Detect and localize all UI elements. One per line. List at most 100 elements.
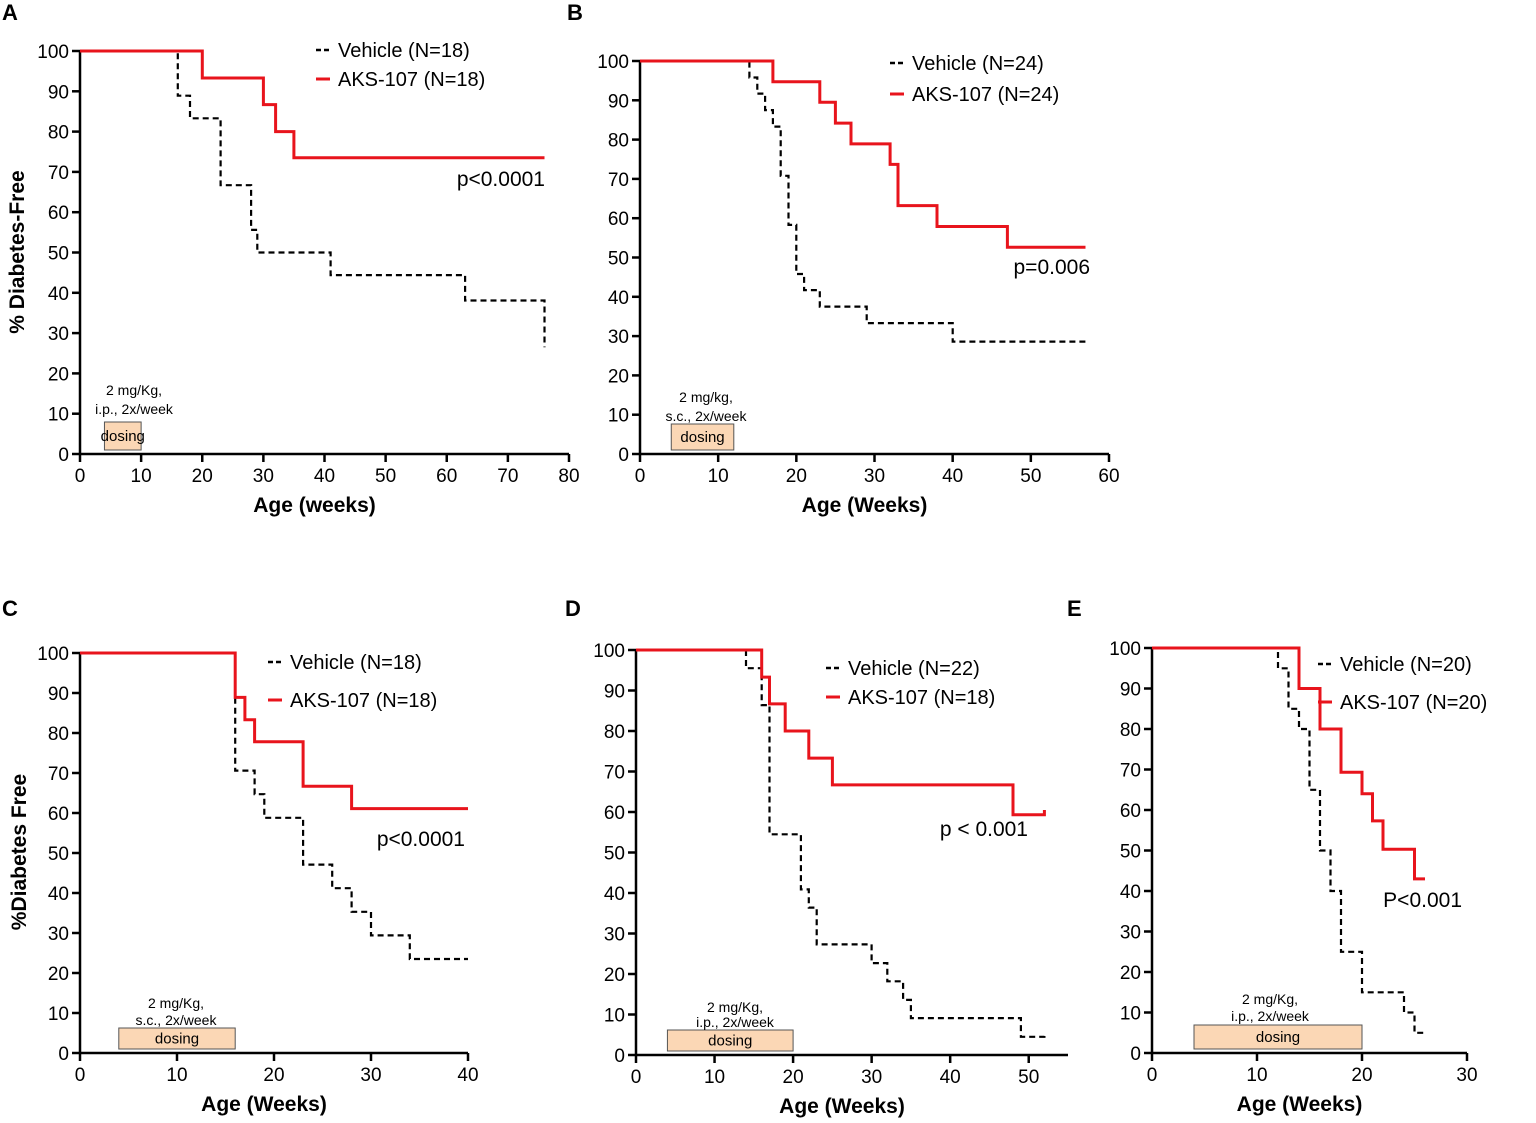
y-tick-label: 90 [48,684,69,705]
x-tick-label: 30 [253,466,274,487]
x-tick-label: 30 [1456,1065,1477,1086]
y-tick-label: 70 [48,163,69,184]
x-axis-label: Age (Weeks) [779,1095,905,1118]
dosing-note-line: 2 mg/Kg, [1242,991,1298,1007]
panel-a: A 0 10 20 30 40 50 60 70 80 0 10 20 30 40 50 60 70 80 90 100… [2,0,580,517]
y-tick-label: 100 [37,42,69,63]
y-tick-label: 60 [608,209,629,230]
y-tick-label: 60 [48,203,69,224]
y-tick-label: 10 [608,406,629,427]
p-value: p<0.0001 [457,168,545,191]
y-tick-label: 30 [48,924,69,945]
y-tick-label: 100 [597,52,629,73]
legend-label: AKS-107 (N=20) [1340,692,1487,714]
dosing-note-line: i.p., 2x/week [696,1014,775,1030]
y-tick-label: 50 [48,844,69,865]
y-tick-label: 40 [608,288,629,309]
x-tick-label: 0 [75,466,86,487]
p-value: p=0.006 [1014,256,1091,279]
x-axis-label: Age (weeks) [253,494,376,517]
y-tick-label: 40 [1120,882,1141,903]
y-tick-label: 10 [48,1004,69,1025]
y-tick-label: 20 [608,366,629,387]
y-axis-label: %Diabetes Free [8,774,31,930]
x-tick-label: 0 [75,1065,86,1086]
legend-label: Vehicle (N=20) [1340,654,1472,676]
y-tick-label: 0 [58,1044,69,1065]
y-tick-label: 70 [1120,761,1141,782]
series-line-vehicle [80,49,546,348]
x-tick-label: 30 [360,1065,381,1086]
dosing-box [670,423,735,451]
x-tick-label: 40 [314,466,335,487]
x-tick-label: 30 [861,1067,882,1088]
series-line-vehicle [1152,646,1425,1034]
y-tick-label: 90 [604,682,625,703]
series-line-vehicle [640,59,1086,343]
dosing-box [103,421,142,451]
y-tick-label: 0 [614,1046,625,1067]
y-tick-label: 40 [48,884,69,905]
x-tick-label: 20 [786,466,807,487]
x-axis-label: Age (Weeks) [201,1093,327,1116]
y-tick-label: 50 [48,244,69,265]
x-tick-label: 50 [1018,1067,1039,1088]
legend-label: AKS-107 (N=24) [912,84,1059,106]
panel-letter: E [1067,596,1082,621]
panel-letter: B [567,0,583,25]
series-line-aks-107 [636,648,1046,817]
y-tick-label: 100 [37,644,69,665]
y-tick-label: 0 [1130,1044,1141,1065]
y-tick-label: 80 [48,123,69,144]
dosing-box [666,1029,794,1052]
y-tick-label: 50 [604,844,625,865]
x-tick-label: 40 [940,1067,961,1088]
y-tick-label: 80 [48,724,69,745]
x-tick-label: 20 [263,1065,284,1086]
series-line-vehicle [636,648,1046,1038]
y-tick-label: 30 [608,327,629,348]
x-tick-label: 0 [631,1067,642,1088]
x-tick-label: 20 [192,466,213,487]
y-tick-label: 0 [618,445,629,466]
y-tick-label: 0 [58,445,69,466]
series-line-aks-107 [640,59,1086,249]
y-tick-label: 90 [608,91,629,112]
dosing-label: dosing [101,428,145,445]
dosing-note-line: 2 mg/Kg, [148,995,204,1011]
panel-letter: A [2,0,18,25]
x-tick-label: 40 [457,1065,478,1086]
x-tick-label: 40 [942,466,963,487]
x-axis-label: Age (Weeks) [802,494,928,517]
x-tick-label: 70 [497,466,518,487]
dosing-note-line: i.p., 2x/week [1231,1008,1310,1024]
y-tick-label: 10 [1120,1004,1141,1025]
y-axis-label: % Diabetes-Free [6,170,29,333]
y-tick-label: 30 [48,324,69,345]
legend-label: Vehicle (N=18) [290,652,422,674]
legend-label: AKS-107 (N=18) [848,687,995,709]
x-tick-label: 10 [166,1065,187,1086]
panel-e: E 0 10 20 30 0 10 20 30 40 50 60 70 80 90 100 Age (Weeks… [1067,596,1487,1116]
series-line-aks-107 [80,651,468,811]
dosing-label: dosing [155,1031,199,1048]
dosing-note-line: 2 mg/Kg, [707,999,763,1015]
panel-letter: D [565,596,581,621]
x-tick-label: 60 [1098,466,1119,487]
y-tick-label: 90 [48,82,69,103]
y-tick-label: 70 [48,764,69,785]
legend-label: Vehicle (N=24) [912,53,1044,75]
y-tick-label: 30 [1120,923,1141,944]
panel-letter: C [2,596,18,621]
y-tick-label: 90 [1120,680,1141,701]
dosing-note-line: 2 mg/kg, [679,389,733,405]
y-tick-label: 60 [1120,801,1141,822]
series-line-aks-107 [80,49,545,160]
x-tick-label: 80 [558,466,579,487]
y-tick-label: 70 [604,763,625,784]
panel-c: C 0 10 20 30 40 0 10 20 30 40 50 60 70 80 90 100 Age (Wee… [2,596,479,1116]
y-tick-label: 60 [604,803,625,824]
x-tick-label: 10 [704,1067,725,1088]
x-tick-label: 10 [708,466,729,487]
x-axis-label: Age (Weeks) [1237,1093,1363,1116]
